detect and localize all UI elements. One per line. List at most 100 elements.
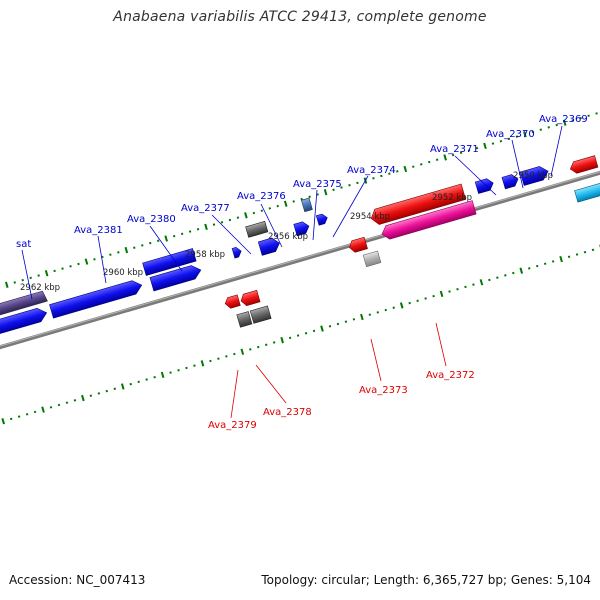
minor-tick (53, 269, 56, 273)
minor-tick (467, 149, 471, 152)
minor-tick (117, 251, 120, 254)
minor-tick (535, 264, 539, 268)
gene-ava-2378[interactable] (239, 289, 272, 325)
gene-edge-cyan[interactable] (574, 182, 600, 203)
major-tick (403, 165, 408, 173)
minor-tick (276, 204, 280, 208)
gene-ava-2373[interactable] (348, 235, 382, 270)
minor-tick (504, 274, 507, 277)
scale-label-2952: 2952 kbp (432, 193, 472, 203)
major-tick (1, 418, 5, 425)
minor-tick (567, 255, 571, 259)
label-ava-2377: Ava_2377 (181, 203, 230, 214)
minor-tick (292, 200, 295, 203)
minor-tick (69, 265, 72, 268)
minor-tick (97, 392, 101, 395)
minor-tick (419, 163, 423, 166)
gene-ava-2369[interactable] (519, 165, 550, 186)
minor-tick (475, 146, 479, 150)
minor-tick (288, 336, 292, 340)
minor-tick (336, 322, 340, 326)
map-title: Anabaena variabilis ATCC 29413, complete… (113, 9, 487, 25)
minor-tick (109, 253, 112, 256)
minor-tick (196, 227, 200, 231)
gene-ava-2374[interactable] (301, 195, 328, 228)
minor-tick (260, 209, 264, 212)
scale-label-2962: 2962 kbp (20, 283, 60, 293)
major-tick (124, 246, 129, 254)
minor-tick (464, 285, 467, 289)
label-ava-2378: Ava_2378 (263, 407, 312, 418)
minor-tick (93, 258, 96, 261)
major-tick (283, 200, 288, 207)
gene-ava-2370[interactable] (501, 173, 520, 190)
minor-tick (416, 299, 419, 303)
minor-tick (388, 172, 391, 175)
minor-tick (515, 135, 519, 138)
gene-sat[interactable] (0, 290, 52, 335)
label-ava-2376: Ava_2376 (237, 191, 286, 202)
label-ava-2372: Ava_2372 (426, 370, 475, 381)
major-tick (204, 223, 208, 231)
reverse-gene-labels: Ava_2379 Ava_2378 Ava_2373 Ava_2372 (208, 322, 475, 431)
minor-tick (172, 234, 176, 238)
minor-tick (236, 216, 240, 219)
minor-tick (340, 186, 343, 189)
gene-ava-2375[interactable] (293, 220, 311, 237)
accession-text: Accession: NC_007413 (9, 573, 146, 587)
minor-tick (575, 253, 579, 256)
minor-tick (352, 318, 356, 321)
major-tick (84, 258, 89, 265)
minor-tick (77, 262, 80, 266)
minor-tick (448, 290, 451, 293)
major-tick (562, 119, 567, 126)
minor-tick (587, 114, 590, 117)
minor-tick (217, 357, 220, 360)
major-tick (240, 348, 245, 355)
label-ava-2369: Ava_2369 (539, 114, 588, 125)
minor-tick (328, 325, 332, 328)
minor-tick (595, 112, 598, 115)
minor-tick (551, 260, 555, 263)
gene-edge-red[interactable] (569, 155, 599, 175)
minor-tick (571, 119, 574, 122)
major-tick (519, 267, 524, 274)
gene-ava-2371[interactable] (474, 177, 495, 194)
gene-ava-2372[interactable] (369, 182, 477, 242)
minor-tick (113, 387, 117, 391)
scale-label-2956: 2956 kbp (268, 232, 308, 242)
minor-tick (264, 343, 268, 347)
major-tick (443, 154, 447, 161)
scale-label-2950: 2950 kbp (513, 171, 553, 181)
minor-tick (332, 188, 335, 192)
scale-label-2958: 2958 kbp (185, 250, 225, 260)
minor-tick (13, 281, 16, 284)
minor-tick (89, 394, 93, 397)
minor-tick (579, 116, 582, 120)
minor-tick (412, 165, 415, 168)
gene-ava-2379[interactable] (224, 293, 253, 329)
minor-tick (435, 158, 439, 161)
gene-ava-2377[interactable] (231, 246, 242, 259)
major-tick (523, 131, 527, 138)
minor-tick (129, 382, 132, 386)
major-tick (483, 142, 487, 150)
gene-ava-2376[interactable] (245, 219, 282, 258)
minor-tick (555, 123, 558, 127)
minor-tick (496, 276, 499, 279)
label-ava-2374: Ava_2374 (347, 165, 396, 176)
gene-ava-2381[interactable] (49, 278, 144, 319)
label-ava-2381: Ava_2381 (74, 225, 123, 236)
minor-tick (499, 139, 503, 143)
major-tick (360, 313, 364, 321)
minor-tick (149, 241, 152, 245)
minor-tick (456, 287, 459, 291)
minor-tick (193, 364, 196, 367)
gene-ava-2380[interactable] (142, 248, 203, 292)
minor-tick (308, 195, 311, 199)
minor-tick (591, 248, 595, 252)
minor-tick (312, 329, 316, 333)
minor-tick (539, 128, 543, 131)
major-tick (559, 255, 563, 263)
